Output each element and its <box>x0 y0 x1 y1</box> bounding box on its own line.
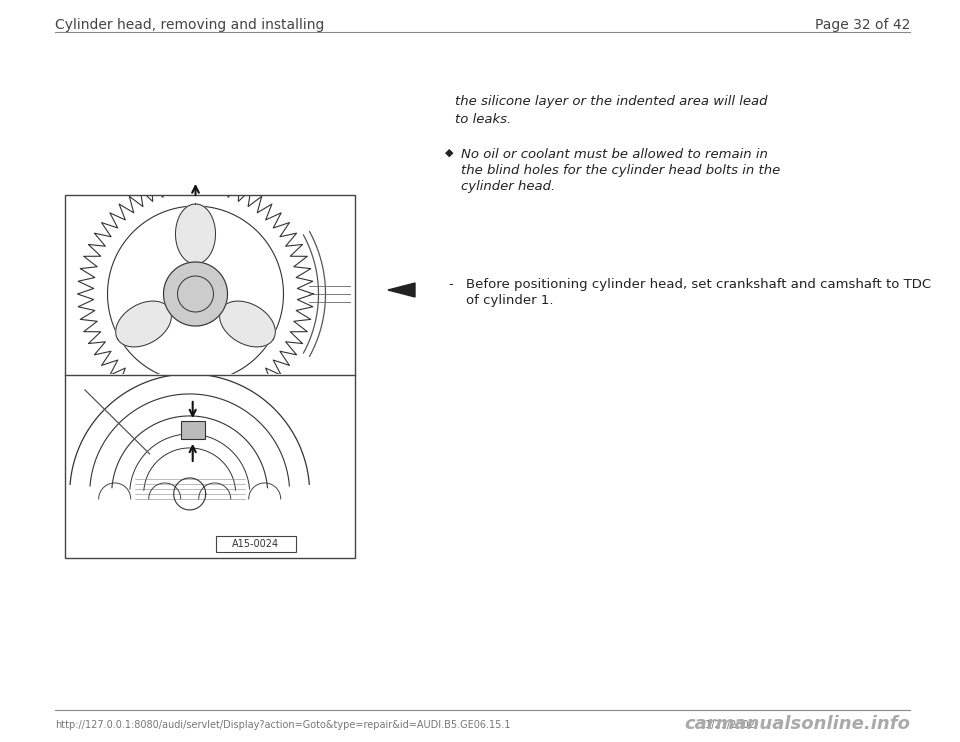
Text: to leaks.: to leaks. <box>455 113 512 126</box>
Bar <box>180 421 204 439</box>
Text: ◆: ◆ <box>445 148 453 158</box>
Text: cylinder head.: cylinder head. <box>461 180 555 193</box>
Polygon shape <box>220 301 276 347</box>
Bar <box>65 195 355 558</box>
Bar <box>216 536 296 552</box>
Polygon shape <box>163 262 228 326</box>
Text: Cylinder head, removing and installing: Cylinder head, removing and installing <box>55 18 324 32</box>
Text: No oil or coolant must be allowed to remain in: No oil or coolant must be allowed to rem… <box>461 148 768 161</box>
Text: -: - <box>448 278 453 291</box>
Text: Page 32 of 42: Page 32 of 42 <box>815 18 910 32</box>
Text: http://127.0.0.1:8080/audi/servlet/Display?action=Goto&type=repair&id=AUDI.B5.GE: http://127.0.0.1:8080/audi/servlet/Displ… <box>55 720 511 730</box>
Text: the blind holes for the cylinder head bolts in the: the blind holes for the cylinder head bo… <box>461 164 780 177</box>
Text: Before positioning cylinder head, set crankshaft and camshaft to TDC: Before positioning cylinder head, set cr… <box>466 278 931 291</box>
Text: carmanualsonline.info: carmanualsonline.info <box>684 715 910 733</box>
Text: of cylinder 1.: of cylinder 1. <box>466 294 554 307</box>
Polygon shape <box>116 301 172 347</box>
Text: 11/21/2002: 11/21/2002 <box>700 720 756 730</box>
Text: the silicone layer or the indented area will lead: the silicone layer or the indented area … <box>455 95 767 108</box>
Polygon shape <box>176 204 215 264</box>
Polygon shape <box>388 283 415 297</box>
Text: A15-0024: A15-0024 <box>232 539 279 549</box>
